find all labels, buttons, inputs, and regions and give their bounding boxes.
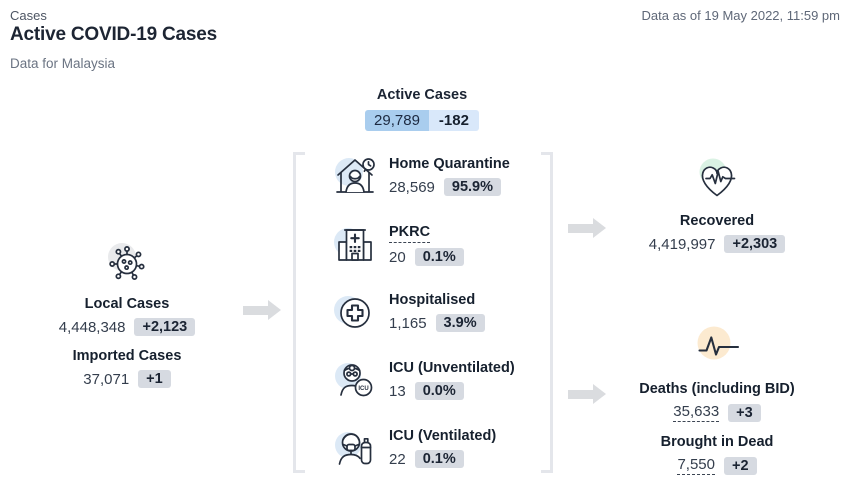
recovered-delta-badge: +2,303 bbox=[724, 235, 786, 253]
brought-in-dead-delta-badge: +2 bbox=[724, 456, 757, 475]
recovered-value: 4,419,997 bbox=[648, 235, 716, 253]
active-cases-label: Active Cases bbox=[376, 87, 468, 103]
breakdown-row-icu-unventilated: ICU ICU (Unventilated) 13 0.0% bbox=[331, 357, 515, 405]
heart-pulse-icon bbox=[693, 155, 741, 203]
recovered-label: Recovered bbox=[679, 213, 755, 229]
hospitalised-cross-icon bbox=[331, 289, 379, 337]
arrow-right-icon bbox=[568, 218, 606, 238]
deaths-delta-badge: +3 bbox=[728, 403, 761, 422]
right-bracket bbox=[541, 152, 553, 473]
breakdown-label: ICU (Ventilated) bbox=[389, 428, 497, 444]
breakdown-value: 22 bbox=[389, 450, 406, 468]
breakdown-value: 28,569 bbox=[389, 178, 435, 196]
imported-cases-delta-badge: +1 bbox=[138, 370, 171, 388]
page-subtitle: Data for Malaysia bbox=[10, 56, 116, 71]
local-cases-value: 4,448,348 bbox=[58, 318, 126, 336]
breakdown-value: 1,165 bbox=[389, 314, 427, 332]
brought-in-dead-value-tooltip[interactable]: 7,550 bbox=[677, 456, 715, 475]
pkrc-hospital-icon bbox=[331, 221, 379, 269]
page-title: Active COVID-19 Cases bbox=[10, 24, 218, 45]
breakdown-label: Hospitalised bbox=[389, 292, 476, 308]
deaths-label: Deaths (including BID) bbox=[639, 381, 795, 397]
arrow-right-icon bbox=[243, 300, 281, 320]
breakdown-row-pkrc: PKRC 20 0.1% bbox=[331, 221, 464, 269]
active-cases-summary: Active Cases 29,789 -182 bbox=[302, 87, 542, 131]
local-cases-label: Local Cases bbox=[84, 296, 170, 312]
breakdown-label-tooltip[interactable]: PKRC bbox=[389, 223, 431, 243]
breakdown-row-icu-ventilated: ICU (Ventilated) 22 0.1% bbox=[331, 425, 496, 473]
breakdown-label: ICU (Unventilated) bbox=[389, 360, 515, 376]
deaths-block: Deaths (including BID) 35,633 +3 Brought… bbox=[617, 323, 817, 475]
arrow-right-icon bbox=[568, 384, 606, 404]
active-cases-delta: -182 bbox=[428, 110, 479, 131]
imported-cases-value: 37,071 bbox=[83, 370, 130, 388]
breakdown-value: 20 bbox=[389, 248, 406, 266]
breakdown-pct-badge: 95.9% bbox=[443, 178, 502, 196]
imported-cases-label: Imported Cases bbox=[72, 348, 182, 364]
local-cases-delta-badge: +2,123 bbox=[134, 318, 196, 336]
source-cases-block: Local Cases 4,448,348 +2,123 Imported Ca… bbox=[27, 238, 227, 388]
breakdown-row-hospitalised: Hospitalised 1,165 3.9% bbox=[331, 289, 485, 337]
breakdown-pct-badge: 0.1% bbox=[414, 450, 464, 468]
home-quarantine-icon bbox=[331, 153, 379, 201]
icu-unventilated-icon: ICU bbox=[331, 357, 379, 405]
brought-in-dead-label: Brought in Dead bbox=[660, 434, 774, 450]
active-cases-value[interactable]: 29,789 bbox=[365, 110, 429, 131]
recovered-block: Recovered 4,419,997 +2,303 bbox=[617, 155, 817, 253]
active-cases-pill[interactable]: 29,789 -182 bbox=[365, 110, 479, 131]
flatline-pulse-icon bbox=[693, 323, 741, 371]
breakdown-pct-badge: 0.0% bbox=[414, 382, 464, 400]
virus-icon bbox=[103, 238, 151, 286]
icu-badge-text: ICU bbox=[358, 386, 368, 392]
breakdown-value: 13 bbox=[389, 382, 406, 400]
deaths-value-tooltip[interactable]: 35,633 bbox=[673, 403, 720, 422]
breadcrumb[interactable]: Cases bbox=[10, 8, 47, 23]
breakdown-row-home-quarantine: Home Quarantine 28,569 95.9% bbox=[331, 153, 510, 201]
data-as-of-timestamp: Data as of 19 May 2022, 11:59 pm bbox=[641, 8, 841, 23]
breakdown-pct-badge: 3.9% bbox=[435, 314, 485, 332]
breakdown-pct-badge: 0.1% bbox=[414, 248, 464, 266]
icu-ventilated-icon bbox=[331, 425, 379, 473]
breakdown-label: Home Quarantine bbox=[389, 156, 510, 172]
left-bracket bbox=[293, 152, 305, 473]
